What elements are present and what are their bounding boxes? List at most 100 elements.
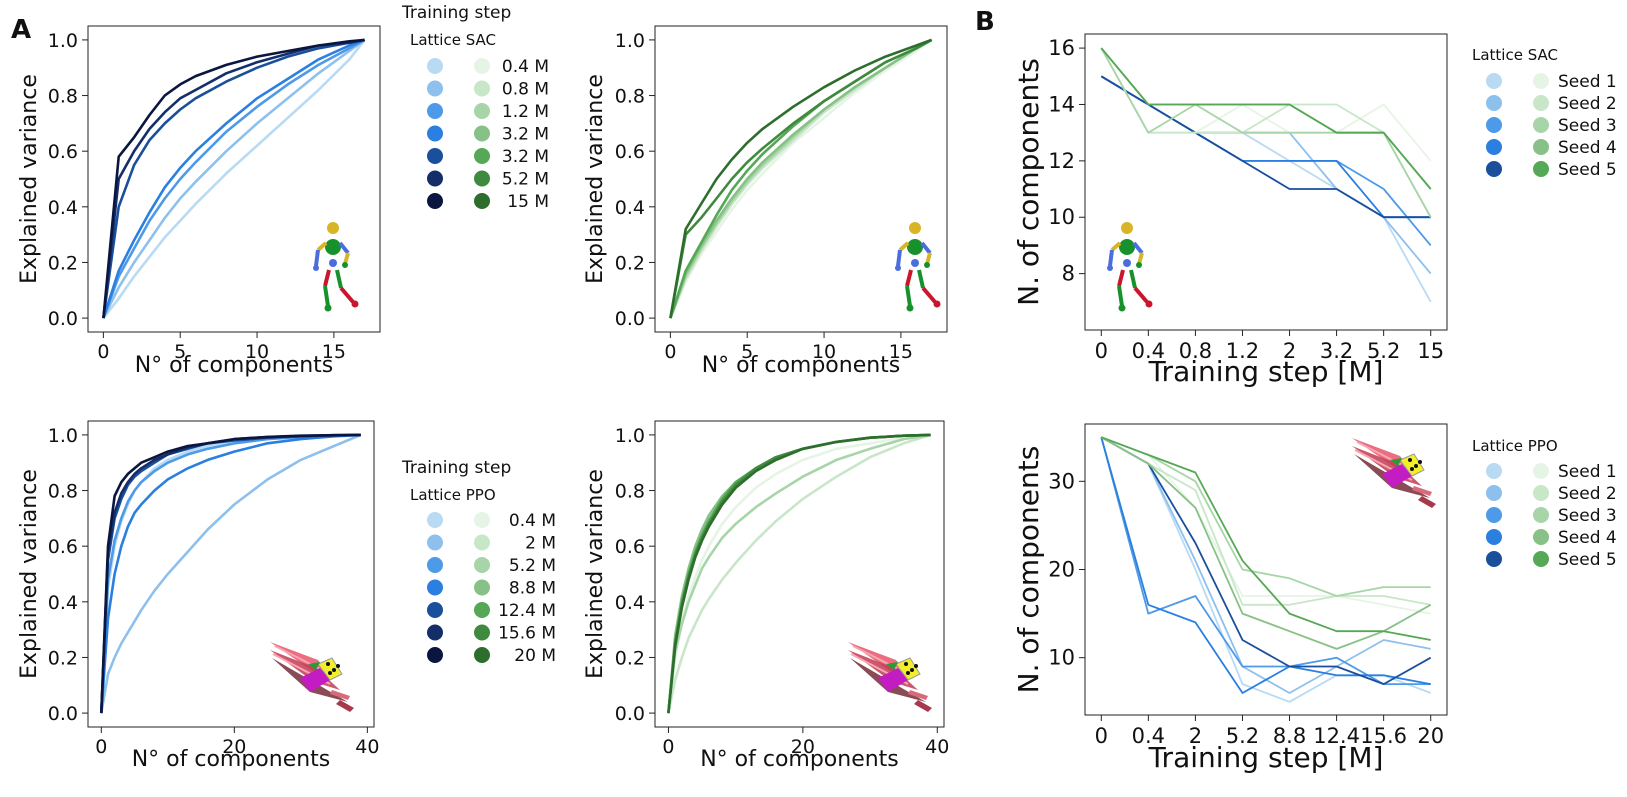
y-tick-label: 0.0: [48, 703, 78, 725]
x-tick-label: 5: [174, 341, 186, 363]
x-tick-label: 0.4: [1132, 339, 1165, 363]
legend-label: 15 M: [507, 192, 549, 212]
x-axis-label: Training step [M]: [1148, 741, 1384, 774]
x-tick-label: 5.2: [1367, 339, 1400, 363]
series-line-b2-2: [1100, 436, 1431, 685]
legend-marker-green: [474, 80, 490, 97]
legend-marker-green: [474, 58, 490, 74]
series-line-b1-4: [1100, 75, 1431, 219]
legend-group-label: Lattice SAC: [1472, 46, 1558, 64]
series-line-a1-0: [102, 39, 366, 319]
legend-marker-green: [1533, 551, 1549, 567]
x-axis-label: Training step [M]: [1148, 355, 1384, 388]
y-tick-label: 1.0: [48, 425, 78, 447]
y-tick-label: 0.6: [615, 536, 645, 558]
legend-marker-green: [474, 103, 490, 119]
y-tick-label: 1.0: [48, 30, 78, 52]
x-tick-label: 1.2: [1226, 339, 1259, 363]
x-tick-label: 20: [1417, 724, 1444, 748]
legend-marker-green: [474, 602, 490, 618]
plot-frame: [1084, 33, 1448, 331]
legend-label: 12.4 M: [498, 601, 556, 621]
y-tick-label: 0.6: [48, 141, 78, 163]
chart-a2: 0 5 10 15 0.0 0.2 0.4 0.6 0.8 1.0 N° of components…: [583, 25, 948, 378]
legend-label: 20 M: [514, 646, 556, 666]
legend-marker-blue: [1486, 161, 1502, 177]
legend-marker-green: [474, 534, 490, 551]
humanoid-icon: [893, 220, 943, 314]
legend-entries: 0.4 M 0.8 M1.2 M 3.2 M3.2 M 5.2 M15 M: [427, 57, 549, 212]
x-axis-label: N° of components: [135, 353, 334, 378]
legend-marker-blue: [427, 624, 443, 641]
legend-marker-blue: [427, 148, 443, 164]
x-tick-label: 15.6: [1360, 724, 1407, 748]
x-tick-label: 0: [662, 736, 674, 758]
legend-entries: 0.4 M 2 M5.2 M 8.8 M12.4 M 15.6 M20 M: [427, 511, 556, 666]
legend-group-label: Lattice PPO: [410, 486, 496, 504]
x-axis-label: N° of components: [132, 747, 331, 772]
legend-label: 2 M: [525, 534, 556, 554]
legend-label: 8.8 M: [509, 579, 556, 599]
y-tick-label: 0.0: [48, 308, 78, 330]
x-tick-label: 15: [1417, 339, 1444, 363]
legend-label: 3.2 M: [502, 147, 549, 167]
legend-marker-blue: [1486, 73, 1502, 89]
legend-marker-blue: [427, 170, 443, 187]
x-tick-label: 10: [812, 341, 836, 363]
y-tick-label: 0.6: [615, 141, 645, 163]
series-line-a2-3: [669, 38, 933, 319]
legend-marker-green: [474, 193, 490, 209]
y-tick-label: 14: [1048, 92, 1075, 116]
legend-marker-blue: [427, 602, 443, 618]
x-tick-label: 0: [1095, 724, 1108, 748]
y-axis-label: Explained variance: [17, 74, 42, 284]
y-tick-label: 8: [1062, 262, 1075, 286]
legend-marker-blue: [427, 557, 443, 573]
legend-marker-green: [1533, 73, 1549, 89]
legend-marker-blue: [427, 103, 443, 119]
legend-marker-blue: [1486, 551, 1502, 567]
legend-marker-blue: [427, 534, 443, 551]
legend-marker-green: [1533, 139, 1549, 155]
series-line-b2-9: [1100, 436, 1431, 641]
x-tick-label: 20: [222, 736, 246, 758]
x-tick-label: 8.8: [1273, 724, 1306, 748]
series-line-a4-2: [667, 433, 931, 714]
legend-marker-blue: [427, 512, 443, 528]
y-tick-label: 0.4: [48, 592, 78, 614]
legend-marker-blue: [1486, 95, 1502, 111]
x-tick-label: 40: [925, 736, 949, 758]
legend-marker-green: [474, 557, 490, 573]
x-tick-label: 0: [97, 341, 109, 363]
series-line-b2-4: [1100, 436, 1432, 685]
y-axis-label: Explained variance: [583, 74, 608, 284]
y-tick-label: 0.8: [615, 481, 645, 503]
y-tick-label: 0.0: [615, 308, 645, 330]
series-line-a2-6: [669, 38, 933, 319]
legend-marker-green: [474, 579, 490, 596]
y-tick-label: 10: [1048, 646, 1075, 670]
legend-label: Seed 4: [1558, 138, 1617, 158]
plot-frame: [87, 420, 375, 728]
legend-marker-green: [474, 170, 490, 187]
legend-marker-green: [474, 624, 490, 641]
series-line-a2-5: [669, 38, 933, 319]
series-line-a2-2: [669, 38, 933, 319]
legend-group-label: Lattice PPO: [1472, 437, 1558, 455]
legend-marker-blue: [1486, 463, 1502, 479]
chart-b1: 0 0.4 0.8 1.2 2 3.2 5.2 15 8 10 12 14 16 Training ste…: [1012, 33, 1448, 388]
hand-dice-icon: [847, 641, 933, 713]
series-line-a3-3: [100, 433, 361, 714]
legend-marker-blue: [1486, 529, 1502, 545]
legend-label: Seed 4: [1558, 528, 1617, 548]
y-tick-label: 0.2: [615, 647, 645, 669]
legend-label: Seed 5: [1558, 550, 1617, 570]
series-line-a1-6: [102, 38, 365, 319]
legend-marker-blue: [427, 125, 443, 142]
legend-marker-green: [1533, 507, 1549, 523]
series-line-a1-4: [102, 38, 365, 319]
panel-label-b: B: [975, 7, 995, 37]
